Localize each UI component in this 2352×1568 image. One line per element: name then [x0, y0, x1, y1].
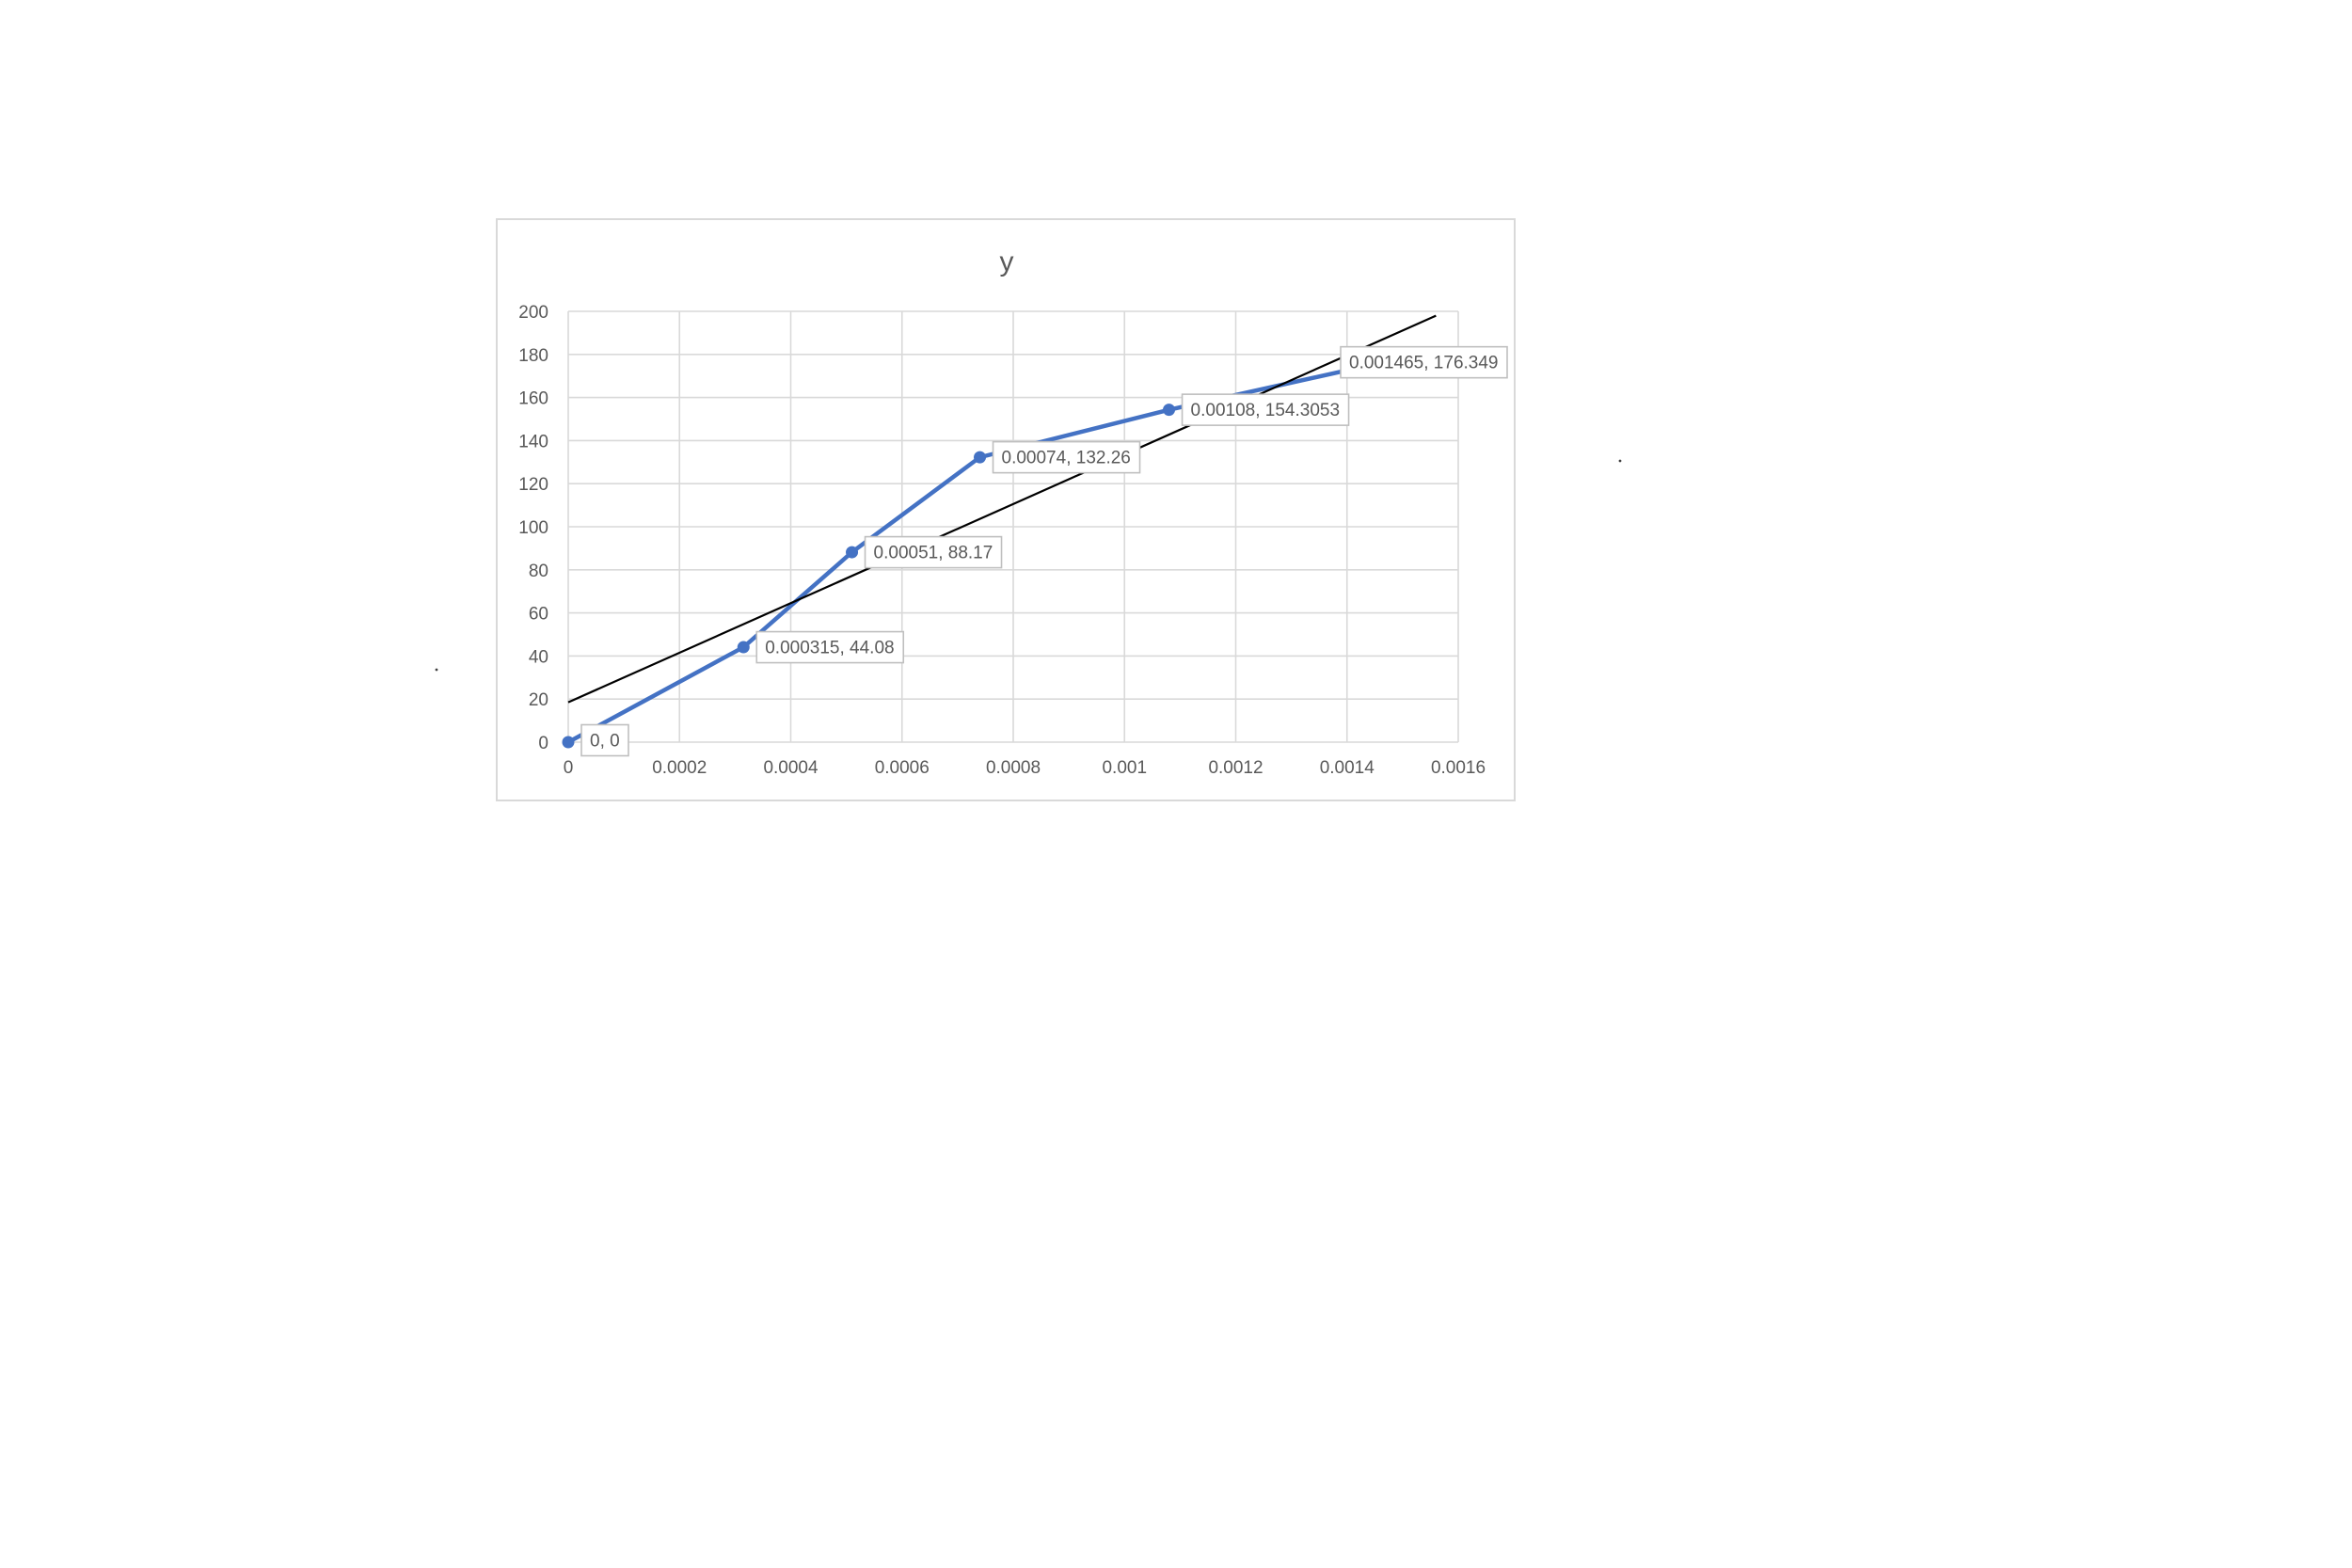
data-label-box — [864, 535, 1003, 569]
x-tick-label: 0.0004 — [763, 758, 818, 778]
data-label-box — [992, 440, 1141, 474]
y-tick-label: 160 — [518, 389, 548, 409]
trendline — [567, 314, 1437, 704]
y-tick-label: 180 — [518, 346, 548, 366]
y-tick-label: 40 — [529, 647, 548, 667]
data-label: 0.00051, 88.17 — [874, 544, 993, 563]
x-tick-label: 0.0008 — [986, 758, 1041, 778]
y-tick-label: 200 — [518, 303, 548, 323]
gridlines — [567, 310, 1459, 743]
x-tick-label: 0.0002 — [652, 758, 707, 778]
data-label: 0.00074, 132.26 — [1002, 449, 1131, 468]
data-label-box — [1181, 393, 1350, 426]
x-tick-label: 0.0012 — [1208, 758, 1263, 778]
chart-area[interactable] — [496, 218, 1516, 801]
x-tick-label: 0 — [564, 758, 574, 778]
y-tick-label: 20 — [529, 690, 548, 710]
axis-tick-labels: 0 20 40 60 80 100 120 140 160 180 200 0 0.0002 0.0004… — [518, 303, 1486, 778]
y-tick-label: 60 — [529, 605, 548, 625]
stray-dot — [435, 668, 438, 672]
y-tick-label: 80 — [529, 562, 548, 581]
data-point[interactable] — [846, 546, 859, 559]
data-label-box — [580, 723, 629, 757]
data-label-box — [755, 630, 905, 664]
data-label: 0.00108, 154.3053 — [1191, 401, 1341, 420]
trendline-layer — [567, 314, 1437, 704]
x-tick-label: 0.001 — [1102, 758, 1147, 778]
y-tick-label: 140 — [518, 432, 548, 451]
data-point[interactable] — [1163, 404, 1176, 417]
y-tick-label: 120 — [518, 475, 548, 495]
data-label: 0.001465, 176.349 — [1349, 354, 1499, 373]
y-tick-label: 100 — [518, 518, 548, 538]
x-tick-label: 0.0006 — [875, 758, 930, 778]
data-labels: 0, 0 0.000315, 44.08 0.00051, 88.17 0.00074… — [580, 345, 1508, 757]
data-label: 0, 0 — [590, 732, 620, 752]
data-label: 0.000315, 44.08 — [765, 639, 894, 658]
x-tick-label: 0.0016 — [1431, 758, 1486, 778]
data-point[interactable] — [737, 641, 750, 654]
x-tick-label: 0.0014 — [1320, 758, 1375, 778]
y-tick-label: 0 — [538, 734, 548, 753]
data-label-box — [1340, 345, 1508, 379]
stray-dot — [1618, 459, 1622, 463]
data-point[interactable] — [562, 736, 575, 749]
chart-title: y — [1000, 246, 1014, 277]
data-point[interactable] — [974, 451, 987, 464]
